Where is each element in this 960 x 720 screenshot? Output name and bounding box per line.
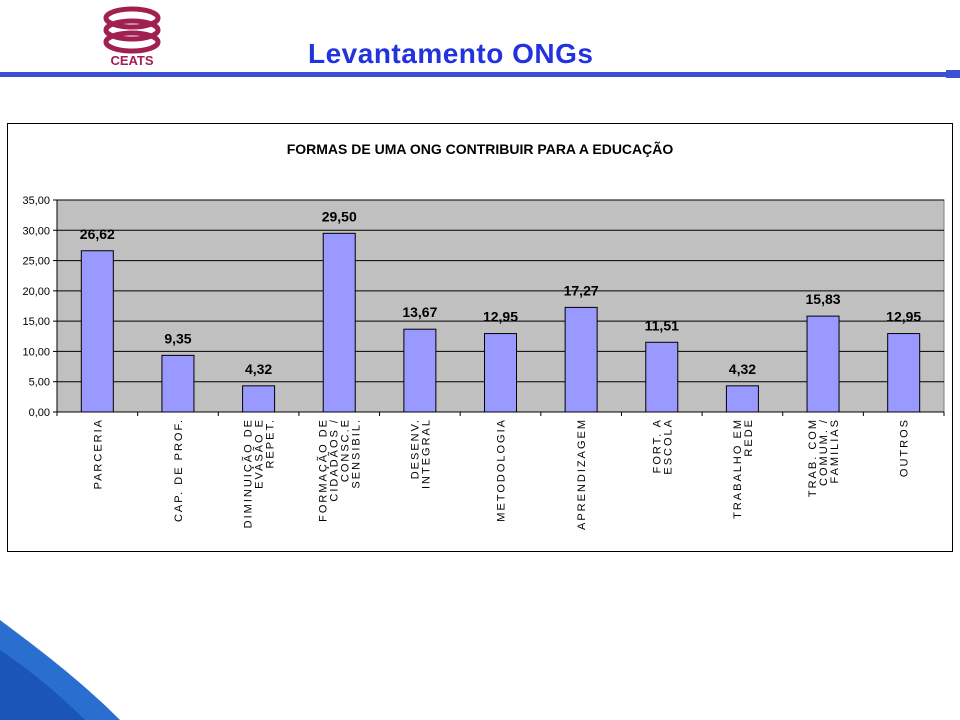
logo-text: CEATS — [110, 53, 153, 68]
category-label-line: CIDADÃOS / — [328, 418, 341, 502]
bar — [322, 232, 356, 413]
category-label-line: FAMILIAS — [829, 418, 841, 484]
bar — [161, 354, 195, 413]
category-label-line: DIMINUIÇÃO DE — [242, 418, 255, 528]
category-label-line: FORMAÇÃO DE — [317, 418, 330, 522]
y-tick-label: 10,00 — [22, 346, 50, 358]
category-label-line: METODOLOGIA — [496, 418, 508, 522]
data-label: 4,32 — [245, 361, 272, 377]
category-label: TRAB. COM COMUM. / FAMILIAS — [807, 418, 841, 497]
category-label-line: TRAB. COM — [807, 418, 819, 497]
category-label-line: FORT. A — [651, 418, 663, 473]
bar — [725, 385, 759, 413]
bar — [887, 333, 921, 413]
ceats-logo: CEATS — [103, 6, 161, 68]
data-label: 12,95 — [483, 309, 518, 325]
y-tick-label: 25,00 — [22, 256, 50, 268]
y-tick-label: 0,00 — [29, 407, 50, 419]
category-label-line: ESCOLA — [662, 418, 674, 475]
bar — [242, 385, 276, 413]
category-label-line: TRABALHO EM — [732, 418, 744, 519]
category-label: CAP. DE PROF. — [173, 418, 185, 522]
bar — [484, 333, 517, 413]
category-label-line: SENSIBIL. — [351, 418, 363, 489]
header-divider — [0, 72, 960, 77]
data-label: 12,95 — [886, 309, 921, 325]
category-label: OUTROS — [899, 418, 911, 477]
category-label-line: REPET. — [265, 418, 277, 469]
category-label: PARCERIA — [92, 418, 104, 489]
data-label: 4,32 — [729, 361, 756, 377]
data-label: 26,62 — [80, 226, 115, 242]
category-label-line: OUTROS — [899, 418, 911, 477]
bar — [80, 250, 114, 413]
category-label-line: EVASÃO E — [253, 418, 266, 489]
category-label-line: COMUM. / — [818, 418, 830, 486]
y-tick-label: 30,00 — [22, 225, 50, 237]
category-label-line: DESENV. — [409, 418, 421, 479]
data-label: 9,35 — [164, 330, 191, 346]
bar — [564, 306, 598, 413]
bar — [645, 341, 679, 413]
category-label-line: INTEGRAL — [420, 418, 432, 489]
data-label: 15,83 — [806, 291, 841, 307]
bar-chart: FORMAS DE UMA ONG CONTRIBUIR PARA A EDUC… — [22, 140, 945, 530]
category-label-line: PARCERIA — [92, 418, 104, 489]
page-title: Levantamento ONGs — [308, 38, 594, 69]
data-label: 11,51 — [645, 317, 679, 333]
y-tick-label: 15,00 — [22, 316, 50, 328]
y-tick-label: 35,00 — [22, 195, 50, 207]
category-label-line: REDE — [743, 418, 755, 457]
chart-title: FORMAS DE UMA ONG CONTRIBUIR PARA A EDUC… — [287, 140, 674, 157]
category-label: DIMINUIÇÃO DE EVASÃO E REPET. — [242, 418, 277, 528]
category-label-line: CAP. DE PROF. — [173, 418, 185, 522]
category-label: FORMAÇÃO DE CIDADÃOS / CONSC.E SENSIBIL. — [317, 418, 363, 522]
data-label: 17,27 — [564, 282, 599, 298]
category-label-line: CONSC.E — [340, 418, 352, 482]
corner-decoration — [0, 620, 120, 720]
chart-frame: FORMAS DE UMA ONG CONTRIBUIR PARA A EDUC… — [7, 123, 953, 552]
category-label: DESENV. INTEGRAL — [409, 418, 432, 489]
category-label: TRABALHO EM REDE — [732, 418, 755, 519]
category-label: FORT. A ESCOLA — [651, 418, 674, 475]
y-tick-label: 20,00 — [22, 286, 50, 298]
category-label: METODOLOGIA — [496, 418, 508, 522]
header-divider-end — [946, 70, 960, 78]
category-label-line: APRENDIZAGEM — [576, 418, 588, 530]
category-label: APRENDIZAGEM — [576, 418, 588, 530]
data-label: 13,67 — [402, 304, 437, 320]
data-label: 29,50 — [322, 208, 357, 224]
y-tick-label: 5,00 — [29, 377, 50, 389]
bar — [806, 315, 840, 413]
bar — [403, 328, 437, 413]
